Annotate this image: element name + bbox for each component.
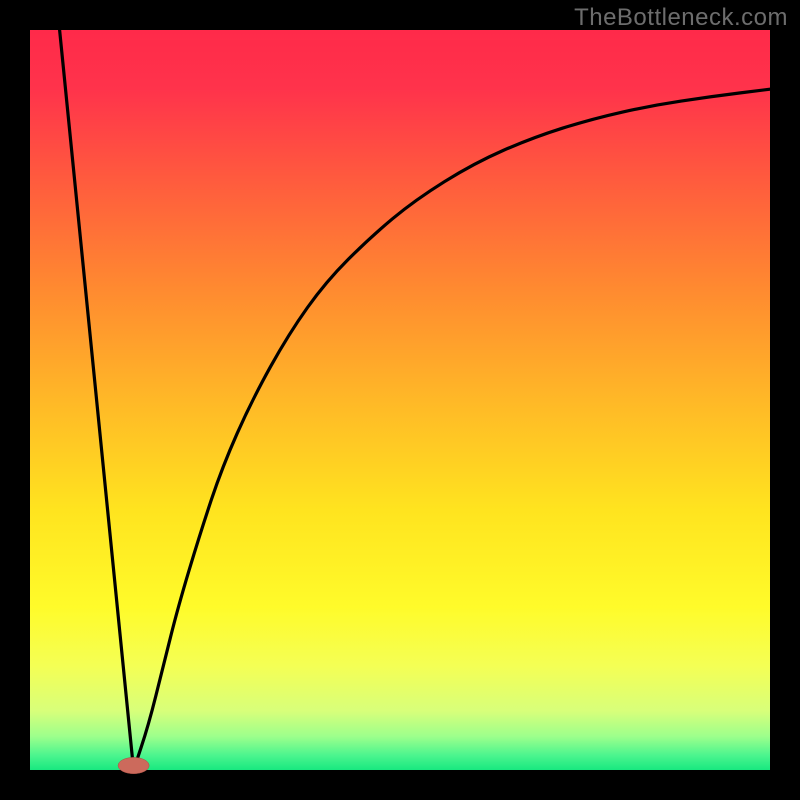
optimal-point-marker (118, 757, 149, 773)
chart-gradient-bg (30, 30, 770, 770)
watermark-text: TheBottleneck.com (574, 4, 788, 32)
chart-svg (0, 0, 800, 800)
chart-container: TheBottleneck.com (0, 0, 800, 800)
